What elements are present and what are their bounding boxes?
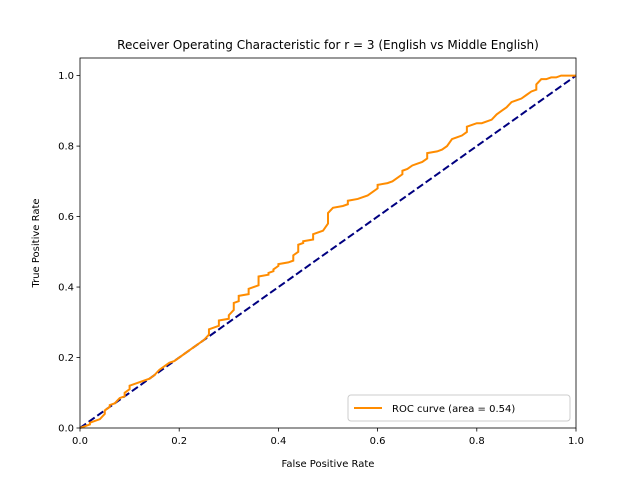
x-tick-label: 0.4 — [270, 436, 286, 447]
x-axis-ticks: 0.0 0.2 0.4 0.6 0.8 1.0 — [72, 428, 584, 447]
y-tick-label: 0.0 — [58, 424, 74, 435]
x-tick-label: 0.8 — [469, 436, 485, 447]
x-tick-label: 0.0 — [72, 436, 88, 447]
x-tick-label: 0.2 — [171, 436, 187, 447]
plot-lines — [79, 74, 577, 429]
y-tick-label: 1.0 — [58, 71, 74, 82]
legend-box — [347, 394, 571, 422]
y-axis-ticks: 0.0 0.2 0.4 0.6 0.8 1.0 — [58, 71, 80, 435]
y-tick-label: 0.8 — [58, 142, 74, 153]
x-axis-label: False Positive Rate — [282, 459, 375, 470]
y-tick-label: 0.6 — [58, 212, 74, 223]
legend: ROC curve (area = 0.54) — [347, 394, 571, 422]
series-line-roc-curve — [79, 74, 576, 429]
chart-title: Receiver Operating Characteristic for r … — [117, 38, 539, 52]
x-tick-label: 0.6 — [370, 436, 386, 447]
y-tick-label: 0.4 — [58, 283, 74, 294]
y-axis-label: True Positive Rate — [31, 198, 42, 288]
plot-frame — [79, 57, 577, 429]
y-tick-label: 0.2 — [58, 353, 74, 364]
legend-entry-roc-curve: ROC curve (area = 0.54) — [392, 404, 515, 415]
series-line-chance-diagonal — [79, 74, 577, 429]
x-tick-label: 1.0 — [568, 436, 584, 447]
